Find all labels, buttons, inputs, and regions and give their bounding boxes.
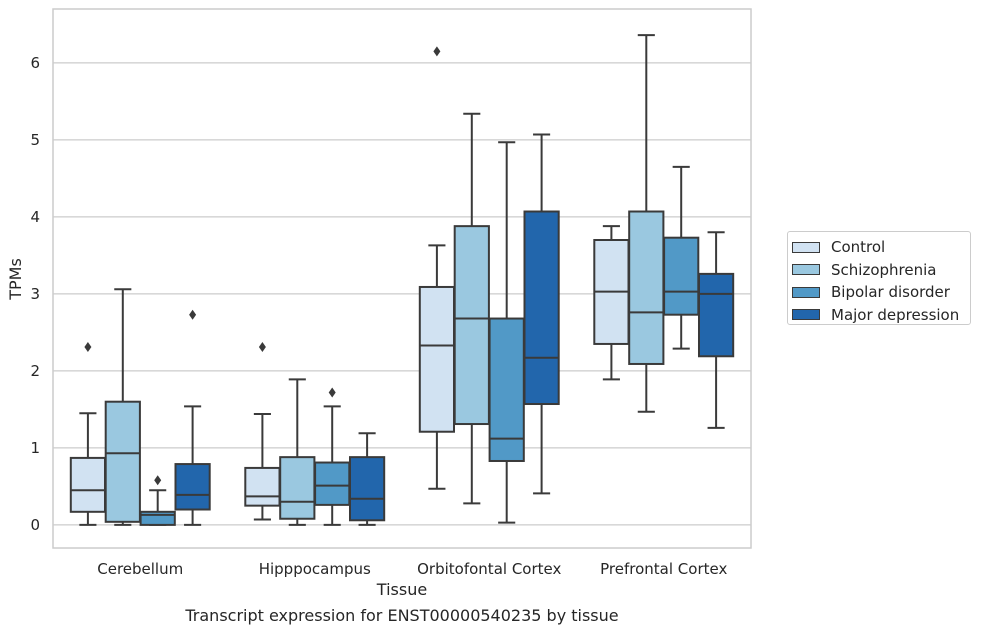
box: [488, 317, 525, 462]
outlier-marker: [328, 387, 336, 398]
box: [523, 210, 560, 406]
legend-swatch-schizophrenia: [792, 264, 820, 276]
legend-label-bipolar-disorder: Bipolar disorder: [831, 283, 950, 302]
legend-item-bipolar-disorder: Bipolar disorder: [792, 281, 970, 304]
box: [628, 210, 665, 365]
outlier-marker: [154, 475, 162, 486]
box: [314, 461, 351, 506]
box: [697, 272, 735, 358]
legend: Control Schizophrenia Bipolar disorder M…: [787, 231, 971, 325]
y-tick-label: 5: [30, 131, 40, 149]
box: [174, 463, 211, 511]
box: [139, 510, 176, 526]
y-tick-label: 0: [30, 516, 40, 534]
legend-label-control: Control: [831, 238, 886, 257]
legend-item-major-depression: Major depression: [792, 304, 970, 327]
box: [104, 400, 141, 523]
box: [279, 456, 316, 520]
legend-item-control: Control: [792, 236, 970, 259]
legend-item-schizophrenia: Schizophrenia: [792, 259, 970, 282]
box: [663, 236, 700, 316]
y-tick-label: 2: [30, 362, 40, 380]
outlier-marker: [189, 309, 197, 320]
x-tick-label: Hipppocampus: [259, 560, 371, 578]
y-tick-label: 4: [30, 208, 40, 226]
plot-frame: [52, 8, 752, 549]
legend-swatch-bipolar-disorder: [792, 286, 820, 298]
x-tick-label: Cerebellum: [97, 560, 183, 578]
x-axis-label: Tissue: [376, 580, 427, 599]
box: [348, 456, 386, 522]
y-tick-label: 3: [30, 285, 40, 303]
plot-area: 0 1 2 3 4 5 6 Cerebellum Hipppocampus Orbitofonta…: [30, 8, 752, 578]
legend-label-schizophrenia: Schizophrenia: [831, 260, 937, 279]
x-tick-label: Orbitofontal Cortex: [417, 560, 561, 578]
x-tick-label: Prefrontal Cortex: [600, 560, 727, 578]
legend-label-major-depression: Major depression: [831, 305, 960, 324]
box: [453, 225, 490, 426]
y-tick-label: 1: [30, 439, 40, 457]
box: [418, 285, 456, 433]
y-tick-label: 6: [30, 54, 40, 72]
y-axis-label: TPMs: [6, 258, 25, 301]
outlier-marker: [84, 342, 92, 353]
figure-caption: Transcript expression for ENST0000054023…: [185, 606, 619, 625]
legend-swatch-control: [792, 241, 820, 253]
outlier-marker: [258, 342, 266, 353]
box: [69, 456, 107, 513]
legend-swatch-major-depression: [792, 309, 820, 321]
outlier-marker: [433, 46, 441, 57]
box: [244, 466, 281, 507]
